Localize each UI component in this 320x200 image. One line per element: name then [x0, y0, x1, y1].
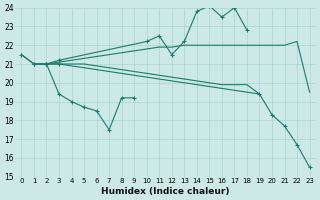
X-axis label: Humidex (Indice chaleur): Humidex (Indice chaleur) — [101, 187, 230, 196]
